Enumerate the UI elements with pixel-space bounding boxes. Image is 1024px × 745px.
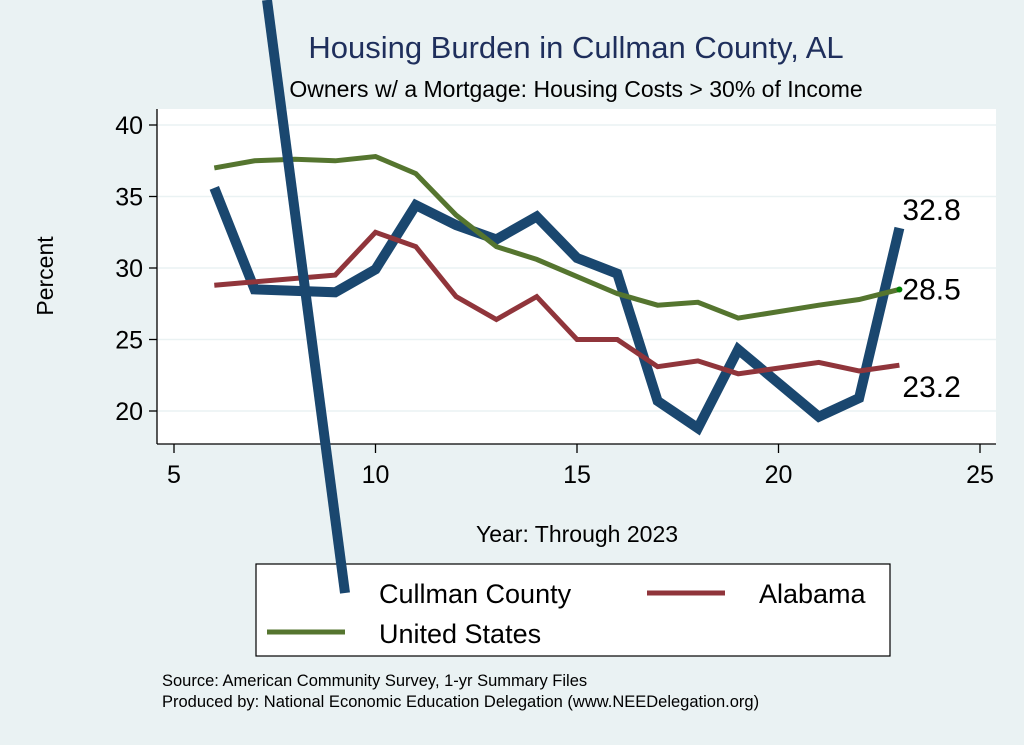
y-tick-label: 25	[115, 327, 143, 355]
y-tick-label: 40	[115, 112, 143, 140]
x-tick-label: 10	[362, 461, 390, 489]
x-tick-label: 20	[765, 461, 793, 489]
x-axis-ticks: 5 10 15 20 25	[167, 444, 994, 489]
series-lines	[209, 153, 905, 436]
end-labels: 32.8 23.2 28.5	[896, 194, 961, 404]
end-label-alabama: 23.2	[902, 371, 960, 404]
end-label-united-states: 28.5	[902, 273, 960, 306]
x-tick-label: 25	[966, 461, 994, 489]
end-label-cullman-county: 32.8	[902, 194, 960, 227]
y-axis-title: Percent	[32, 236, 58, 316]
y-tick-label: 30	[115, 255, 143, 283]
x-tick-label: 5	[167, 461, 181, 489]
chart-title: Housing Burden in Cullman County, AL	[308, 30, 843, 65]
y-axis-ticks: 20 25 30 35 40	[115, 112, 157, 426]
series-line-cullman-county	[209, 186, 905, 436]
y-tick-label: 20	[115, 398, 143, 426]
source-note: Source: American Community Survey, 1-yr …	[162, 672, 587, 690]
x-tick-label: 15	[563, 461, 591, 489]
chart-subtitle: Owners w/ a Mortgage: Housing Costs > 30…	[289, 76, 862, 102]
legend-box	[255, 563, 891, 657]
producer-note: Produced by: National Economic Education…	[162, 693, 759, 711]
x-axis-title: Year: Through 2023	[476, 521, 678, 547]
y-tick-label: 35	[115, 184, 143, 212]
legend-swatch-cullman-county	[262, 0, 350, 594]
legend-label-cullman-county: Cullman County	[379, 579, 572, 609]
legend-label-united-states: United States	[379, 619, 541, 649]
end-marker-united-states	[896, 286, 903, 293]
legend-label-alabama: Alabama	[759, 579, 867, 609]
